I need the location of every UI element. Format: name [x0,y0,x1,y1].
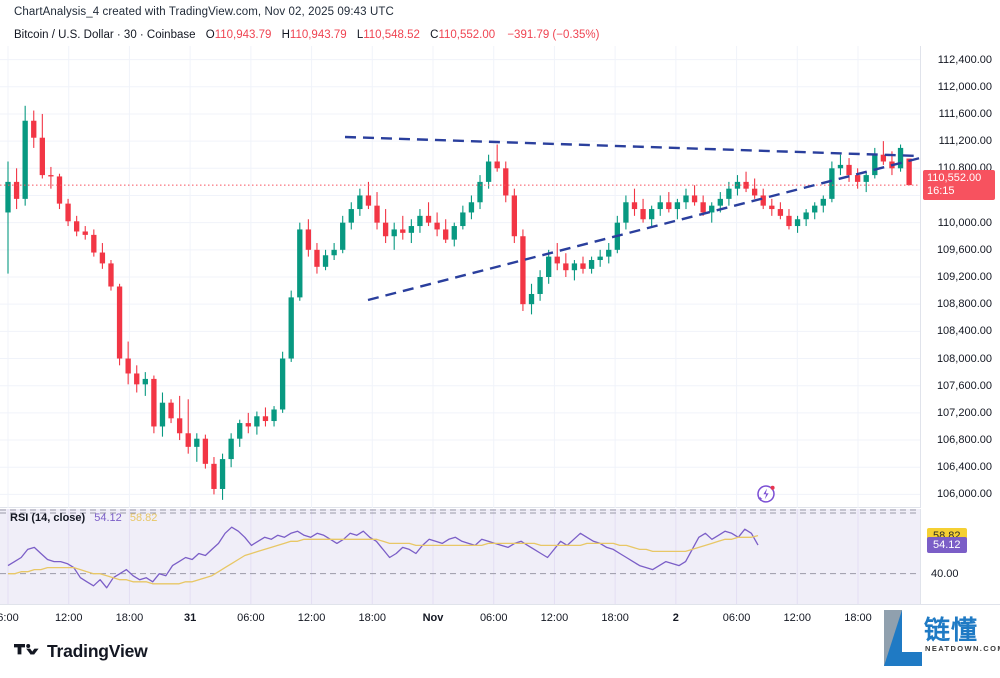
legend-close-label: C [430,29,439,41]
time-axis-label: 06:00 [479,612,508,624]
tradingview-wordmark: TradingView [47,641,148,661]
legend-high-value: 110,943.79 [289,29,347,41]
time-axis-label: Nov [422,612,444,624]
price-pane[interactable] [0,46,920,508]
price-chart-svg [0,46,920,508]
legend-low-label: L [356,29,364,41]
time-axis-label: 06:00 [722,612,751,624]
time-axis-label: 31 [184,612,197,624]
time-axis-label: 18:00 [601,612,629,624]
rsi-legend-name: RSI (14, close) [10,512,86,524]
current-price-badge[interactable]: 110,552.00 16:15 [923,170,995,201]
brand-domain: NEATDOWN.COM [925,644,1000,653]
time-axis-label: 12:00 [540,612,569,624]
rsi-axis-label-40: 40.00 [931,567,959,580]
time-axis-label: 18:00 [115,612,144,624]
brand-chinese-name: 链懂 [924,616,979,646]
legend-symbol[interactable]: Bitcoin / U.S. Dollar · 30 · Coinbase [14,29,196,41]
current-price-value: 110,552.00 [927,172,982,185]
time-axis-label: 06:00 [237,612,265,624]
time-axis[interactable]: 6:00 12:00 18:00 31 06:00 12:00 18:00 Nov 06:00 1… [0,604,1000,632]
rsi-legend-value: 54.12 [94,512,122,524]
price-axis-label: 107,600.00 [936,379,992,392]
time-axis-label: 12:00 [297,612,326,624]
rsi-axis[interactable]: 58.82 54.12 40.00 [920,509,1000,604]
legend-close-value: 110,552.00 [438,29,496,41]
current-price-time: 16:15 [927,185,955,198]
neatdown-brand-logo: 链懂 NEATDOWN.COM [880,604,1000,674]
legend-open-label: O [205,29,215,41]
price-axis-label: 109,600.00 [936,243,992,256]
time-axis-label: 18:00 [844,612,872,624]
time-axis-label: 2 [672,612,679,624]
legend-change: −391.79 (−0.35%) [507,29,600,41]
price-axis-label: 106,400.00 [936,461,992,474]
rsi-pane[interactable] [0,509,920,604]
price-axis-label: 109,200.00 [936,271,992,283]
rsi-legend-ma-value: 58.82 [129,512,158,524]
tradingview-logo-icon [14,644,39,655]
price-axis-label: 112,000.00 [937,80,992,93]
ai-sparkle-icon[interactable] [755,483,777,505]
symbol-legend[interactable]: Bitcoin / U.S. Dollar · 30 · Coinbase O1… [14,28,599,42]
legend-low-value: 110,548.52 [363,29,420,41]
price-axis-label: 110,000.00 [937,216,992,229]
tradingview-footer-logo[interactable]: TradingView [14,641,148,662]
price-axis-label: 111,600.00 [938,107,992,120]
price-axis-label: 107,200.00 [936,406,992,419]
price-axis-label: 111,200.00 [938,135,992,148]
rsi-chart-svg [0,509,920,604]
time-axis-label: 12:00 [783,612,812,624]
rsi-legend[interactable]: RSI (14, close) 54.12 58.82 [10,512,157,524]
time-axis-label: 12:00 [54,612,83,624]
price-axis[interactable]: 112,400.00 112,000.00 111,600.00 111,200.00… [920,46,1000,508]
time-axis-label: 18:00 [358,612,387,624]
price-axis-label: 108,400.00 [936,325,992,338]
price-axis-label: 112,400.00 [937,53,992,66]
chart-caption: ChartAnalysis_4 created with TradingView… [14,6,394,18]
price-axis-label: 106,800.00 [936,434,992,447]
rsi-value-badge[interactable]: 54.12 [927,537,967,554]
neatdown-l-logo-icon [884,610,922,666]
legend-open-value: 110,943.79 [214,29,272,41]
price-axis-label: 108,800.00 [936,298,992,311]
price-axis-label: 106,000.00 [936,488,992,501]
price-axis-label: 108,000.00 [936,352,992,365]
legend-high-label: H [281,29,290,41]
time-axis-label: 6:00 [0,612,19,624]
